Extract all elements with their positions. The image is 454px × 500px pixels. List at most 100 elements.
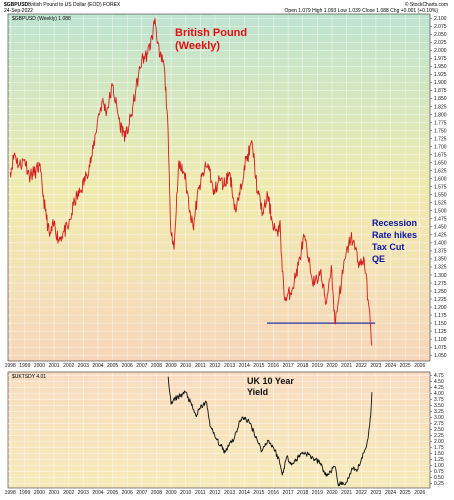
y-tick-label: 1.200 xyxy=(434,305,447,311)
x-tick-label: 2004 xyxy=(92,363,103,369)
x-tick-label: 2021 xyxy=(341,490,352,496)
y-tick-label: 1.25 xyxy=(434,457,444,463)
y-tick-label: 1.575 xyxy=(434,184,447,190)
annotation-weekly: (Weekly) xyxy=(175,40,220,52)
y-tick-label: 1.450 xyxy=(434,225,447,231)
x-tick-label: 2000 xyxy=(34,490,45,496)
y-tick-label: 2.000 xyxy=(434,48,447,54)
x-tick-label: 2001 xyxy=(49,363,60,369)
y-tick-label: 1.125 xyxy=(434,329,447,335)
y-tick-label: 2.100 xyxy=(434,16,447,22)
y-tick-label: 1.00 xyxy=(434,463,444,469)
y-tick-label: 1.775 xyxy=(434,120,447,126)
yield-legend: $UKTSDY 4.01 xyxy=(12,374,46,380)
x-tick-label: 2019 xyxy=(312,363,323,369)
y-tick-label: 1.800 xyxy=(434,112,447,118)
x-tick-label: 2023 xyxy=(370,363,381,369)
price-y-axis: 1.050 1.075 1.100 1.125 1.150 1.175 1.200 1.225… xyxy=(430,16,447,359)
x-tick-label: 2016 xyxy=(268,490,279,496)
ohlc-readout: Open 1.079 High 1.093 Low 1.039 Close 1.… xyxy=(285,8,439,14)
y-tick-label: 1.600 xyxy=(434,176,447,182)
price-panel-background xyxy=(7,13,431,362)
x-tick-label: 1998 xyxy=(5,490,16,496)
y-tick-label: 3.50 xyxy=(434,403,444,409)
y-tick-label: 1.825 xyxy=(434,104,447,110)
x-tick-label: 2013 xyxy=(224,363,235,369)
x-tick-label: 2017 xyxy=(283,363,294,369)
x-tick-label: 2002 xyxy=(63,363,74,369)
x-tick-label: 2009 xyxy=(166,490,177,496)
y-tick-label: 2.75 xyxy=(434,421,444,427)
x-tick-label: 2002 xyxy=(63,490,74,496)
y-tick-label: 3.75 xyxy=(434,397,444,403)
y-tick-label: 1.175 xyxy=(434,313,447,319)
x-tick-label: 2018 xyxy=(297,490,308,496)
x-tick-label: 1999 xyxy=(19,490,30,496)
y-tick-label: 1.375 xyxy=(434,249,447,255)
y-tick-label: 1.950 xyxy=(434,64,447,70)
y-tick-label: 2.025 xyxy=(434,40,447,46)
yield-x-axis: 1998 1999 2000 2001 2002 2003 2004 2005 2006 2007… xyxy=(5,490,426,496)
x-tick-label: 2008 xyxy=(151,490,162,496)
x-tick-label: 2003 xyxy=(78,490,89,496)
y-tick-label: 1.75 xyxy=(434,445,444,451)
x-tick-label: 2010 xyxy=(180,363,191,369)
x-tick-label: 2018 xyxy=(297,363,308,369)
x-tick-label: 2009 xyxy=(166,363,177,369)
x-tick-label: 2022 xyxy=(356,490,367,496)
y-tick-label: 1.650 xyxy=(434,160,447,166)
y-tick-label: 1.325 xyxy=(434,265,447,271)
x-tick-label: 2020 xyxy=(326,363,337,369)
y-tick-label: 1.100 xyxy=(434,337,447,343)
y-tick-label: 1.225 xyxy=(434,297,447,303)
y-tick-label: 2.50 xyxy=(434,427,444,433)
x-tick-label: 1998 xyxy=(5,363,16,369)
y-tick-label: 1.900 xyxy=(434,80,447,86)
x-tick-label: 2004 xyxy=(92,490,103,496)
y-tick-label: 1.875 xyxy=(434,88,447,94)
x-tick-label: 1999 xyxy=(19,363,30,369)
y-tick-label: 0.25 xyxy=(434,481,444,487)
x-tick-label: 2025 xyxy=(400,363,411,369)
x-tick-label: 2007 xyxy=(136,363,147,369)
y-tick-label: 3.00 xyxy=(434,415,444,421)
yield-gridlines xyxy=(8,373,430,487)
y-tick-label: 1.425 xyxy=(434,233,447,239)
y-tick-label: 1.625 xyxy=(434,168,447,174)
x-tick-label: 2026 xyxy=(414,490,425,496)
annotation-yield: Yield xyxy=(247,387,268,397)
x-tick-label: 2010 xyxy=(180,490,191,496)
x-tick-label: 2005 xyxy=(107,490,118,496)
x-tick-label: 2023 xyxy=(370,490,381,496)
x-tick-label: 2016 xyxy=(268,363,279,369)
y-tick-label: 1.300 xyxy=(434,273,447,279)
x-tick-label: 2017 xyxy=(283,490,294,496)
yield-y-axis: 0.250.500.751.001.251.501.752.002.252.50… xyxy=(430,373,444,487)
x-tick-label: 2014 xyxy=(239,363,250,369)
source-credit: © StockCharts.com xyxy=(405,1,448,8)
x-tick-label: 2020 xyxy=(326,490,337,496)
x-tick-label: 2008 xyxy=(151,363,162,369)
y-tick-label: 1.250 xyxy=(434,289,447,295)
symbol-label: $GBPUSD xyxy=(4,2,29,8)
y-tick-label: 4.50 xyxy=(434,379,444,385)
y-tick-label: 1.925 xyxy=(434,72,447,78)
y-tick-label: 1.550 xyxy=(434,193,447,199)
x-tick-label: 2021 xyxy=(341,363,352,369)
annotation-rate-hikes: Rate hikes xyxy=(372,230,417,240)
y-tick-label: 1.50 xyxy=(434,451,444,457)
x-tick-label: 2000 xyxy=(34,363,45,369)
x-tick-label: 2012 xyxy=(209,490,220,496)
y-tick-label: 2.25 xyxy=(434,433,444,439)
y-tick-label: 1.750 xyxy=(434,128,447,134)
y-tick-label: 1.150 xyxy=(434,321,447,327)
x-tick-label: 2024 xyxy=(385,363,396,369)
x-tick-label: 2024 xyxy=(385,490,396,496)
y-tick-label: 1.850 xyxy=(434,96,447,102)
annotation-tax-cut: Tax Cut xyxy=(372,242,404,252)
x-tick-label: 2005 xyxy=(107,363,118,369)
y-tick-label: 1.475 xyxy=(434,217,447,223)
x-tick-label: 2015 xyxy=(253,363,264,369)
annotation-uk-10-year: UK 10 Year xyxy=(247,376,294,386)
